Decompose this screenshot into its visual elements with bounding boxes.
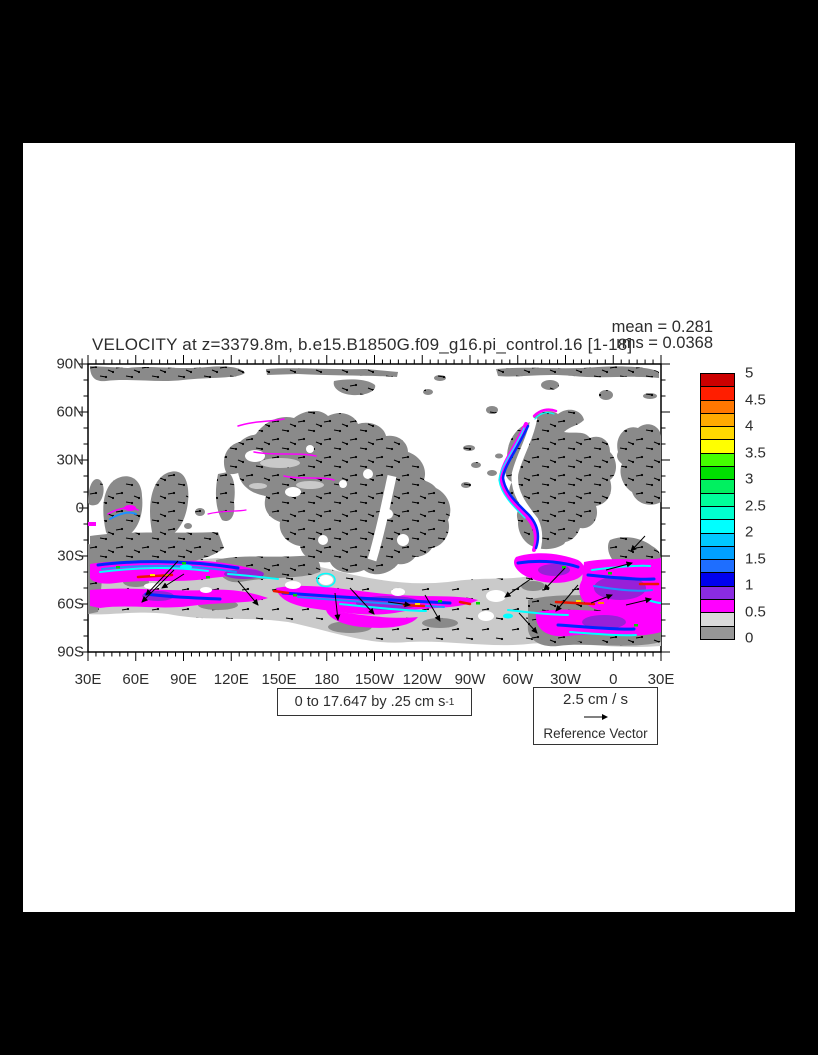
colorbar-cell <box>701 400 734 414</box>
velocity-streaks-cyan <box>99 564 661 637</box>
x-tick-label: 0 <box>609 671 618 688</box>
x-tick-label: 60E <box>122 671 150 688</box>
stats-block: mean = 0.281 rms = 0.0368 <box>611 318 713 352</box>
mean-value: mean = 0.281 <box>611 318 713 336</box>
figure-page: VELOCITY at z=3379.8m, b.e15.B1850G.f09_… <box>23 143 795 912</box>
colorbar-cell <box>701 613 734 627</box>
colorbar-label: 5 <box>745 364 754 382</box>
x-tick-label: 120W <box>402 671 442 688</box>
colorbar-cell <box>701 480 734 494</box>
colorbar-label: 4 <box>745 417 754 435</box>
southern-ocean-band <box>88 557 661 647</box>
ocean-basins-gray <box>88 366 661 647</box>
colorbar-label: 1.5 <box>745 550 766 567</box>
map-frame <box>87 363 662 653</box>
colorbar-label: 4.5 <box>745 391 766 408</box>
colorbar-label: 3 <box>745 470 754 488</box>
colorbar-cell <box>701 506 734 521</box>
contour-range-box: 0 to 17.647 by .25 cm s -1 <box>277 688 472 716</box>
colorbar-cell <box>701 453 734 468</box>
velocity-bits-yellow <box>150 574 581 605</box>
velocity-bits-green <box>116 562 638 627</box>
x-tick-label: 30E <box>74 671 102 688</box>
colorbar-cell <box>701 374 734 388</box>
colorbar-cell <box>701 467 734 481</box>
y-tick-label: 30N <box>56 451 84 469</box>
atlantic-boundary-current <box>107 408 558 552</box>
x-tick-label: 90E <box>170 671 197 688</box>
reference-vector-arrow <box>583 714 608 720</box>
velocity-bits-orange <box>164 574 604 604</box>
colorbar-label: 2 <box>745 523 754 541</box>
reference-vector-value: 2.5 cm / s <box>562 691 629 708</box>
x-tick-label: 90W <box>454 671 486 688</box>
colorbar-cell <box>701 626 734 639</box>
velocity-map <box>88 366 661 647</box>
velocity-streaks-magenta <box>88 505 661 637</box>
contour-range-text: 0 to 17.647 by .25 cm s <box>294 694 446 710</box>
band-gaps-white <box>144 575 506 621</box>
colorbar-cell <box>701 387 734 401</box>
colorbar-label: 3.5 <box>745 444 766 461</box>
colorbar-cell <box>701 546 734 561</box>
rms-value: rms = 0.0368 <box>616 334 713 352</box>
plot-title: VELOCITY at z=3379.8m, b.e15.B1850G.f09_… <box>92 335 633 354</box>
y-tick-label: 90N <box>56 355 84 373</box>
colorbar-cell <box>701 573 734 587</box>
colorbar-cell <box>701 440 734 454</box>
colorbar-label: 1 <box>745 576 754 594</box>
velocity-vectors <box>141 535 652 634</box>
colorbar-cell <box>701 413 734 428</box>
y-tick-label: 0 <box>75 499 84 517</box>
colorbar-cell <box>701 586 734 601</box>
x-tick-label: 30W <box>550 671 581 688</box>
y-tick-label: 60S <box>57 595 84 613</box>
y-tick-label: 90S <box>57 643 84 661</box>
x-tick-label: 150E <box>261 671 297 688</box>
velocity-bits-red <box>136 573 660 608</box>
axes-frame <box>79 355 670 661</box>
x-tick-label: 180 <box>314 671 340 688</box>
x-tick-label: 60W <box>502 671 534 688</box>
colorbar <box>700 373 735 640</box>
x-tick-label: 120E <box>213 671 249 688</box>
velocity-streaks-blue <box>96 511 656 631</box>
contour-range-sup: -1 <box>445 696 455 708</box>
y-tick-label: 30S <box>57 547 84 565</box>
pacific-lightgray-patches <box>249 458 324 489</box>
colorbar-cell <box>701 600 734 614</box>
ridge-gaps-white <box>245 417 543 562</box>
colorbar-cell <box>701 493 734 507</box>
x-tick-label: 30E <box>647 671 675 688</box>
colorbar-label: 0.5 <box>745 603 766 620</box>
reference-vector-box: 2.5 cm / s Reference Vector <box>533 687 658 745</box>
colorbar-cell <box>701 560 734 574</box>
band-gray-patches <box>110 577 608 642</box>
colorbar-label: 0 <box>745 629 754 647</box>
colorbar-cell <box>701 520 734 534</box>
axis-ticks <box>79 355 670 661</box>
velocity-patches-purple <box>142 564 646 629</box>
x-tick-label: 150W <box>354 671 395 688</box>
colorbar-cell <box>701 427 734 441</box>
plateau-ring-cyan <box>316 572 336 588</box>
colorbar-cell <box>701 533 734 547</box>
reference-vector-caption: Reference Vector <box>543 726 648 741</box>
y-tick-label: 60N <box>56 403 84 421</box>
colorbar-label: 2.5 <box>745 497 766 514</box>
